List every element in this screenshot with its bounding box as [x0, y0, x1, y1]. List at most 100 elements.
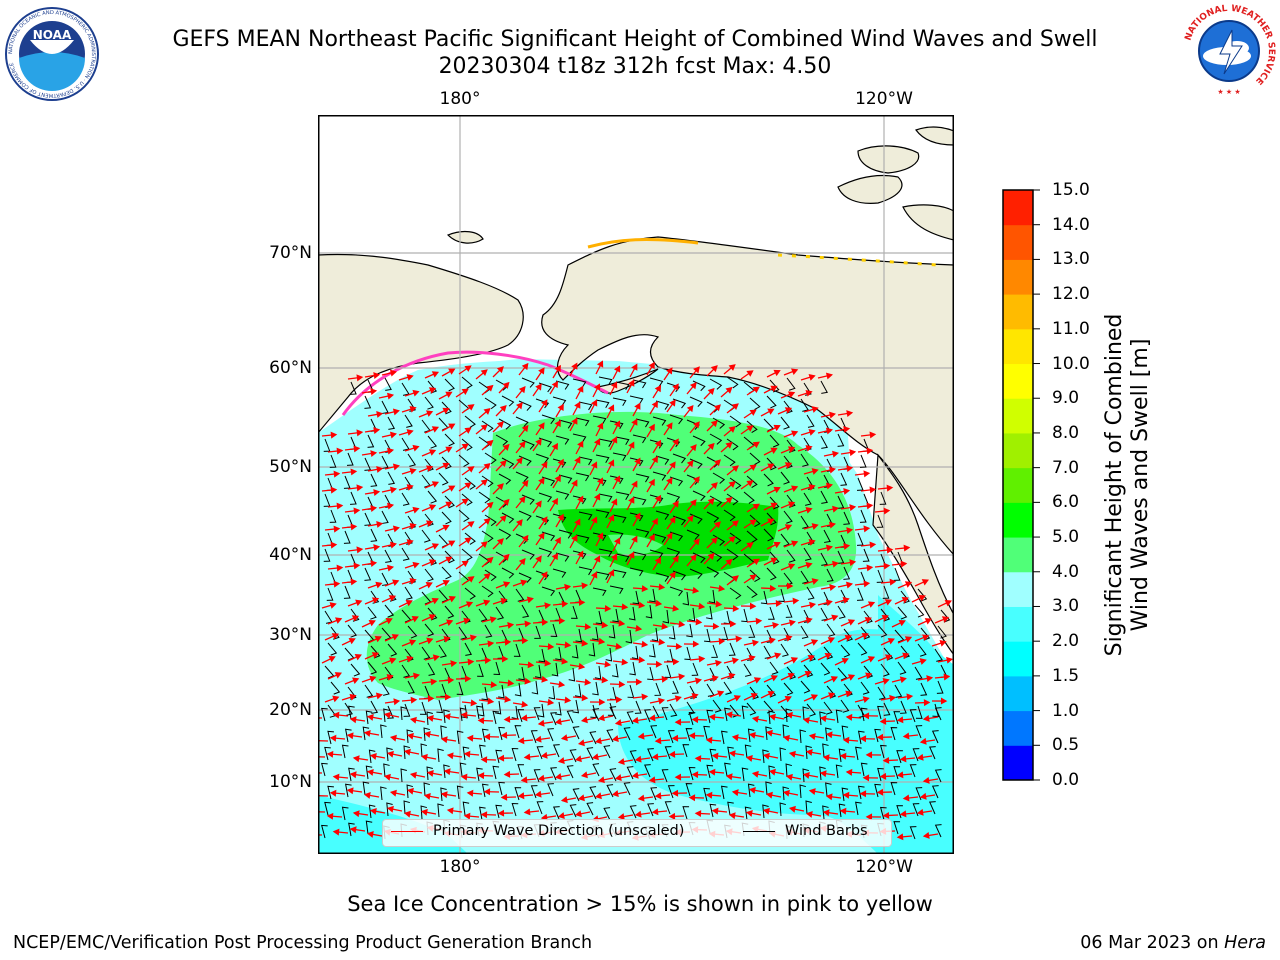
wind-barb	[802, 768, 809, 783]
wave-arrow-head	[403, 810, 411, 818]
wave-arrow-head	[882, 811, 890, 819]
wave-arrow-head	[669, 461, 676, 469]
wind-barb	[840, 472, 848, 486]
wave-arrow-head	[578, 662, 586, 670]
wave-arrow-head	[791, 485, 799, 492]
wind-barb	[533, 707, 541, 721]
wind-barb	[612, 397, 627, 407]
wind-barb	[521, 439, 535, 450]
wind-barb	[625, 629, 633, 644]
wind-barb	[856, 587, 864, 601]
wind-barb	[786, 549, 796, 563]
wave-arrow-head	[718, 637, 726, 645]
wind-barb	[709, 495, 723, 507]
wind-barb	[362, 781, 370, 796]
wind-barb	[421, 529, 431, 543]
wave-arrow-head	[483, 788, 491, 796]
wind-barb	[420, 743, 427, 758]
wind-barb	[786, 377, 796, 391]
wind-barb	[407, 453, 417, 467]
wave-arrow-head	[571, 417, 578, 425]
wave-arrow-head	[598, 637, 606, 645]
wave-arrow-head	[669, 571, 676, 579]
wind-barb	[763, 528, 774, 542]
noaa-logo-text: NOAA	[33, 28, 72, 42]
wave-arrow-head	[819, 770, 827, 778]
wind-barb	[746, 530, 758, 543]
wave-arrow-head	[590, 461, 598, 469]
wave-arrow-head	[808, 374, 816, 381]
wind-barb	[609, 706, 617, 720]
wave-arrow-head	[769, 584, 777, 592]
wave-arrow-head	[574, 755, 582, 763]
wave-arrow-head	[613, 475, 621, 483]
wind-barb	[741, 767, 749, 782]
wave-arrow-head	[773, 486, 781, 494]
wind-barb	[427, 662, 436, 676]
wave-arrow-head	[526, 596, 534, 604]
wave-arrow-head	[554, 419, 561, 428]
wind-barb	[462, 746, 470, 761]
wind-barb	[729, 415, 742, 428]
wave-arrow-head	[560, 734, 568, 742]
wave-arrow-head	[876, 788, 884, 796]
wind-barb	[386, 747, 393, 762]
wave-arrow-head	[755, 617, 763, 625]
wave-arrow-head	[497, 809, 505, 817]
wave-arrow-head	[353, 445, 361, 453]
wind-barb	[644, 709, 651, 723]
wave-arrow-head	[332, 828, 340, 836]
wave-arrow-head	[551, 497, 559, 506]
wave-arrow-head	[574, 401, 581, 409]
wave-arrow-head	[672, 555, 679, 563]
wave-arrow-head	[448, 423, 456, 430]
wave-arrow-head	[746, 480, 754, 487]
wave-arrow-head	[668, 750, 676, 758]
wave-arrow-head	[728, 536, 736, 543]
wind-barb	[746, 420, 758, 433]
wave-arrow-head	[448, 596, 456, 603]
wind-barb	[327, 642, 338, 656]
wind-barb	[664, 746, 672, 760]
wind-barb	[799, 784, 806, 799]
wave-arrow-head	[811, 578, 819, 585]
wind-barb	[629, 750, 637, 764]
wind-barb	[592, 587, 607, 597]
wind-barb	[595, 571, 610, 581]
wave-arrow-head	[423, 792, 431, 800]
wave-arrow-head	[671, 789, 679, 797]
wind-barb	[595, 454, 610, 464]
wind-barb	[476, 767, 483, 782]
wind-barb	[381, 682, 390, 696]
wind-barb	[365, 710, 373, 725]
wave-arrow-head	[717, 690, 725, 697]
wave-arrow-head	[611, 790, 619, 798]
colorbar-title-line2: Wind Waves and Swell [m]	[1128, 338, 1153, 632]
wave-arrow-head	[768, 768, 776, 776]
wave-arrow-head	[610, 381, 618, 389]
wave-arrow-head	[500, 793, 508, 801]
wind-barb	[879, 491, 887, 505]
wave-arrow-head	[561, 600, 569, 608]
wave-arrow-head	[584, 623, 592, 631]
wind-barb	[692, 435, 706, 447]
lat-label-60n: 60°N	[269, 358, 312, 378]
wave-arrow-head	[762, 752, 770, 760]
wind-barb	[598, 438, 613, 448]
wind-barb	[552, 568, 567, 578]
wind-barb	[912, 803, 920, 817]
wind-barb	[874, 783, 881, 798]
wind-barb	[856, 532, 864, 546]
wave-arrow-head	[830, 676, 838, 683]
wave-arrow-head	[461, 498, 469, 505]
wave-arrow-head	[785, 634, 793, 642]
wind-barb	[441, 456, 452, 470]
wave-arrow-head	[731, 520, 739, 528]
wind-barb	[578, 566, 593, 576]
wind-barb	[650, 725, 657, 739]
wind-barb	[644, 764, 651, 778]
wave-arrow-head	[792, 597, 800, 605]
wave-arrow-head	[604, 605, 612, 613]
wind-barb	[779, 802, 786, 817]
wind-barb	[578, 401, 593, 411]
